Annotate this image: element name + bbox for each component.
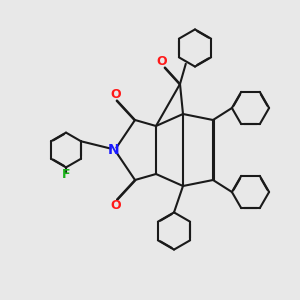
Text: O: O [157, 55, 167, 68]
Text: N: N [108, 143, 120, 157]
Text: F: F [62, 168, 70, 182]
Text: O: O [110, 88, 121, 101]
Text: O: O [110, 199, 121, 212]
